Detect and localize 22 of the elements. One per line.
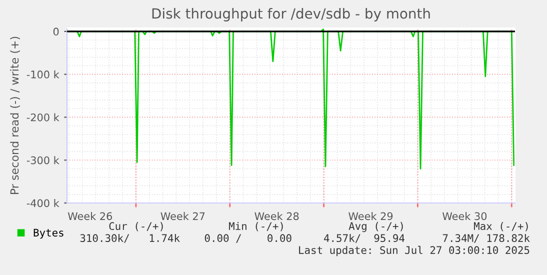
x-tick-label: Week 26 [68,212,112,220]
text: Min (-/+) [228,222,283,232]
y-tick-label: -300 k [26,156,60,164]
text: 0.00 / 0.00 [204,234,292,243]
y-tick-label: 0 [53,28,59,36]
legend-label: Bytes [34,228,64,239]
y-tick-label: -200 k [26,113,60,122]
x-tick-label: Week 28 [254,212,299,220]
text: 7.34M/ 178.82k [442,234,530,243]
text: Cur (-/+) [109,222,163,232]
y-tick-label: -400 k [26,199,60,208]
text: Avg (-/+) [348,222,403,232]
text: Last update: Sun Jul 27 03:00:10 2025 [299,246,530,256]
text: 310.30k/ 1.74k [80,234,180,243]
y-axis-title: Pr second read (-) / write (+) [10,36,20,194]
x-tick-label: Week 30 [442,212,487,220]
x-tick-label: Week 29 [348,212,393,220]
y-tick-label: -100 k [26,70,60,78]
text: Max (-/+) [474,222,528,232]
chart-title: Disk throughput for /dev/sdb - by month [152,8,430,22]
text: 4.57k/ 95.94 [324,234,405,243]
x-tick-label: Week 27 [160,212,205,220]
